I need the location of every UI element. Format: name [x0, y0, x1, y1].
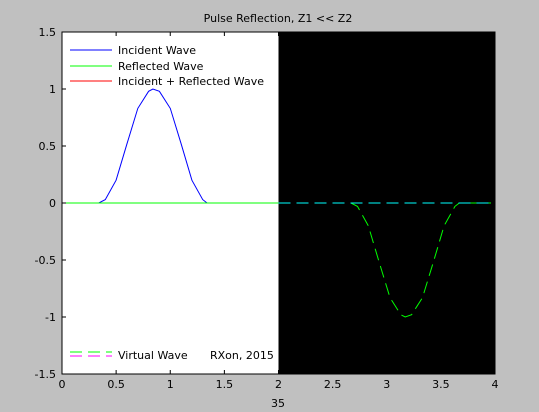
- x-tick-label: 1.5: [216, 378, 234, 391]
- legend: Incident Wave Reflected Wave Incident + …: [70, 44, 264, 88]
- x-axis: 0 0.5 1 1.5 2 2.5 3 3.5 4: [59, 32, 499, 391]
- x-tick-label: 3.5: [432, 378, 450, 391]
- chart-title: Pulse Reflection, Z1 << Z2: [204, 12, 353, 25]
- y-tick-label: 1: [49, 83, 56, 96]
- series-layer: [62, 88, 495, 318]
- virtual-legend-note: RXon, 2015: [210, 349, 274, 362]
- x-tick-label: 0.5: [107, 378, 125, 391]
- y-tick-label: -1: [45, 311, 56, 324]
- y-tick-label: 0: [49, 197, 56, 210]
- y-axis: 1.5 1 0.5 0 -0.5 -1 -1.5: [35, 26, 495, 381]
- x-tick-label: 2: [275, 378, 282, 391]
- legend-label-sum: Incident + Reflected Wave: [118, 75, 264, 88]
- y-tick-label: -0.5: [35, 254, 56, 267]
- legend-label-incident: Incident Wave: [118, 44, 196, 57]
- x-axis-label: 35: [271, 397, 285, 410]
- virtual-legend: Virtual Wave RXon, 2015: [70, 349, 274, 362]
- x-tick-label: 4: [492, 378, 499, 391]
- y-tick-label: 0.5: [39, 140, 57, 153]
- y-tick-label: -1.5: [35, 368, 56, 381]
- virtual-legend-label: Virtual Wave: [118, 349, 188, 362]
- y-tick-label: 1.5: [39, 26, 57, 39]
- series-line-incident-wave: [62, 88, 279, 204]
- legend-label-reflected: Reflected Wave: [118, 60, 204, 73]
- x-tick-label: 0: [59, 378, 66, 391]
- x-tick-label: 1: [167, 378, 174, 391]
- series-line-virtual-wave: [278, 202, 495, 318]
- x-tick-label: 2.5: [324, 378, 342, 391]
- x-tick-label: 3: [383, 378, 390, 391]
